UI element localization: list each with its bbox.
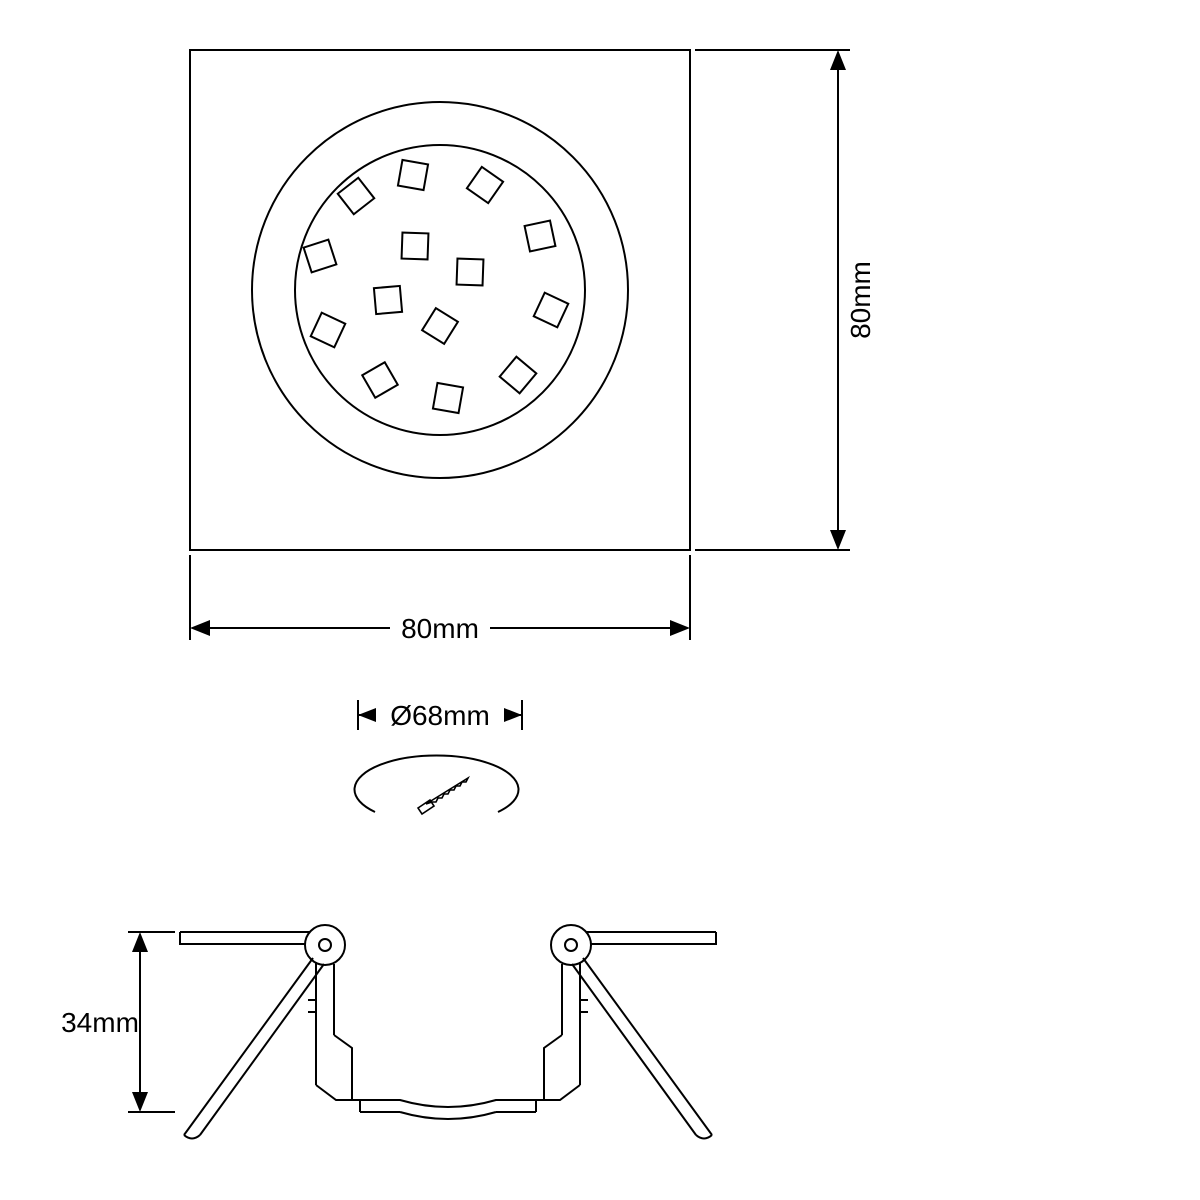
technical-drawing: 80mm 80mm Ø68mm [0,0,1200,1200]
top-view: 80mm 80mm [190,50,876,646]
led-chip [534,293,569,328]
right-clip [536,925,712,1139]
dim-diameter-label: Ø68mm [390,700,490,731]
led-chip [467,167,503,203]
dim-height-label: 80mm [845,261,876,339]
hole-ellipse [355,756,519,812]
led-chip [422,308,458,344]
led-chip [402,233,429,260]
led-chip [374,286,402,314]
led-chip [457,259,484,286]
dim-width: 80mm [190,555,690,646]
dim-depth-label: 34mm [61,1007,139,1038]
bezel-inner-circle [295,145,585,435]
bezel-outer-circle [252,102,628,478]
led-chip [311,313,346,348]
cutout-hole: Ø68mm [355,700,523,814]
dim-depth: 34mm [61,932,175,1112]
led-chip [433,383,463,413]
dim-diameter: Ø68mm [358,700,522,731]
dim-height: 80mm [695,50,876,550]
led-chip [304,240,337,273]
flange-plate [180,932,716,944]
led-chip [362,362,398,398]
left-clip [184,925,360,1139]
body-bottom [352,1088,544,1107]
dim-width-label: 80mm [401,613,479,644]
saw-icon [418,778,468,814]
led-chip [500,357,537,394]
led-chip [525,221,556,252]
side-view: 34mm [61,925,716,1139]
led-chips [304,160,569,413]
led-chip [398,160,428,190]
square-plate [190,50,690,550]
